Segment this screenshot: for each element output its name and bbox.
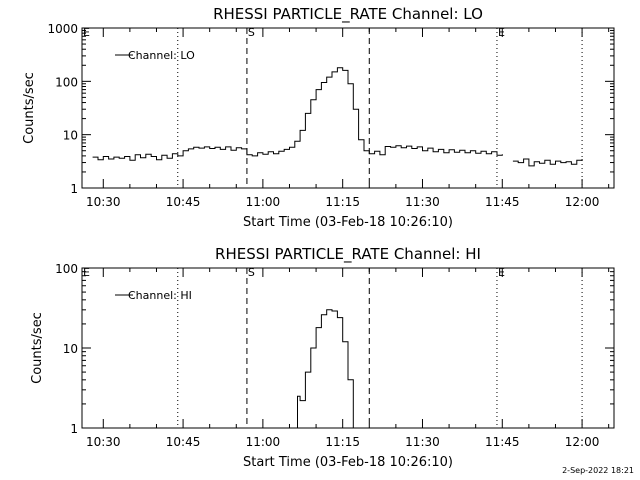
y-tick-label: 1000 xyxy=(47,22,78,36)
x-axis-label: Start Time (03-Feb-18 10:26:10) xyxy=(243,455,453,470)
marker-label: E xyxy=(83,266,90,279)
x-tick-label: 11:30 xyxy=(405,195,440,209)
series-line xyxy=(92,67,503,161)
legend-label: Channel: HI xyxy=(128,289,192,302)
chart-panel-1: RHESSI PARTICLE_RATE Channel: HI 10:30 10:… xyxy=(30,245,615,470)
x-tick-label: 11:45 xyxy=(485,435,520,449)
marker-label: E xyxy=(83,26,90,39)
y-tick-label: 10 xyxy=(63,129,78,143)
x-tick-label: 10:30 xyxy=(86,195,121,209)
x-axis-label: Start Time (03-Feb-18 10:26:10) xyxy=(243,215,453,230)
x-tick-label: 11:45 xyxy=(485,195,520,209)
legend-label: Channel: LO xyxy=(128,49,195,62)
chart-title: RHESSI PARTICLE_RATE Channel: LO xyxy=(213,5,483,24)
marker-label: E xyxy=(498,266,505,279)
y-axis-label: Counts/sec xyxy=(22,72,37,144)
y-tick-label: 10 xyxy=(63,342,78,356)
series-line xyxy=(294,309,354,429)
x-tick-label: 11:00 xyxy=(246,435,281,449)
y-tick-label: 1 xyxy=(70,422,78,436)
y-tick-label: 1 xyxy=(70,182,78,196)
series-line xyxy=(512,158,583,167)
x-tick-label: 12:00 xyxy=(565,435,600,449)
chart-title: RHESSI PARTICLE_RATE Channel: HI xyxy=(215,245,481,264)
y-tick-label: 100 xyxy=(55,262,78,276)
plot-frame xyxy=(81,27,615,189)
x-tick-label: 11:00 xyxy=(246,195,281,209)
x-tick-label: 11:15 xyxy=(325,435,360,449)
marker-label: S xyxy=(248,26,255,39)
marker-label: S xyxy=(248,266,255,279)
footer-date: 2-Sep-2022 18:21 xyxy=(562,466,634,475)
x-tick-label: 10:45 xyxy=(166,195,201,209)
y-axis-label: Counts/sec xyxy=(30,312,45,384)
x-tick-label: 11:30 xyxy=(405,435,440,449)
x-tick-label: 10:45 xyxy=(166,435,201,449)
chart-panel-0: RHESSI PARTICLE_RATE Channel: LO 10:30 10:… xyxy=(22,5,615,230)
x-tick-label: 10:30 xyxy=(86,435,121,449)
y-tick-label: 100 xyxy=(55,75,78,89)
x-tick-label: 12:00 xyxy=(565,195,600,209)
x-tick-label: 11:15 xyxy=(325,195,360,209)
marker-label: E xyxy=(498,26,505,39)
